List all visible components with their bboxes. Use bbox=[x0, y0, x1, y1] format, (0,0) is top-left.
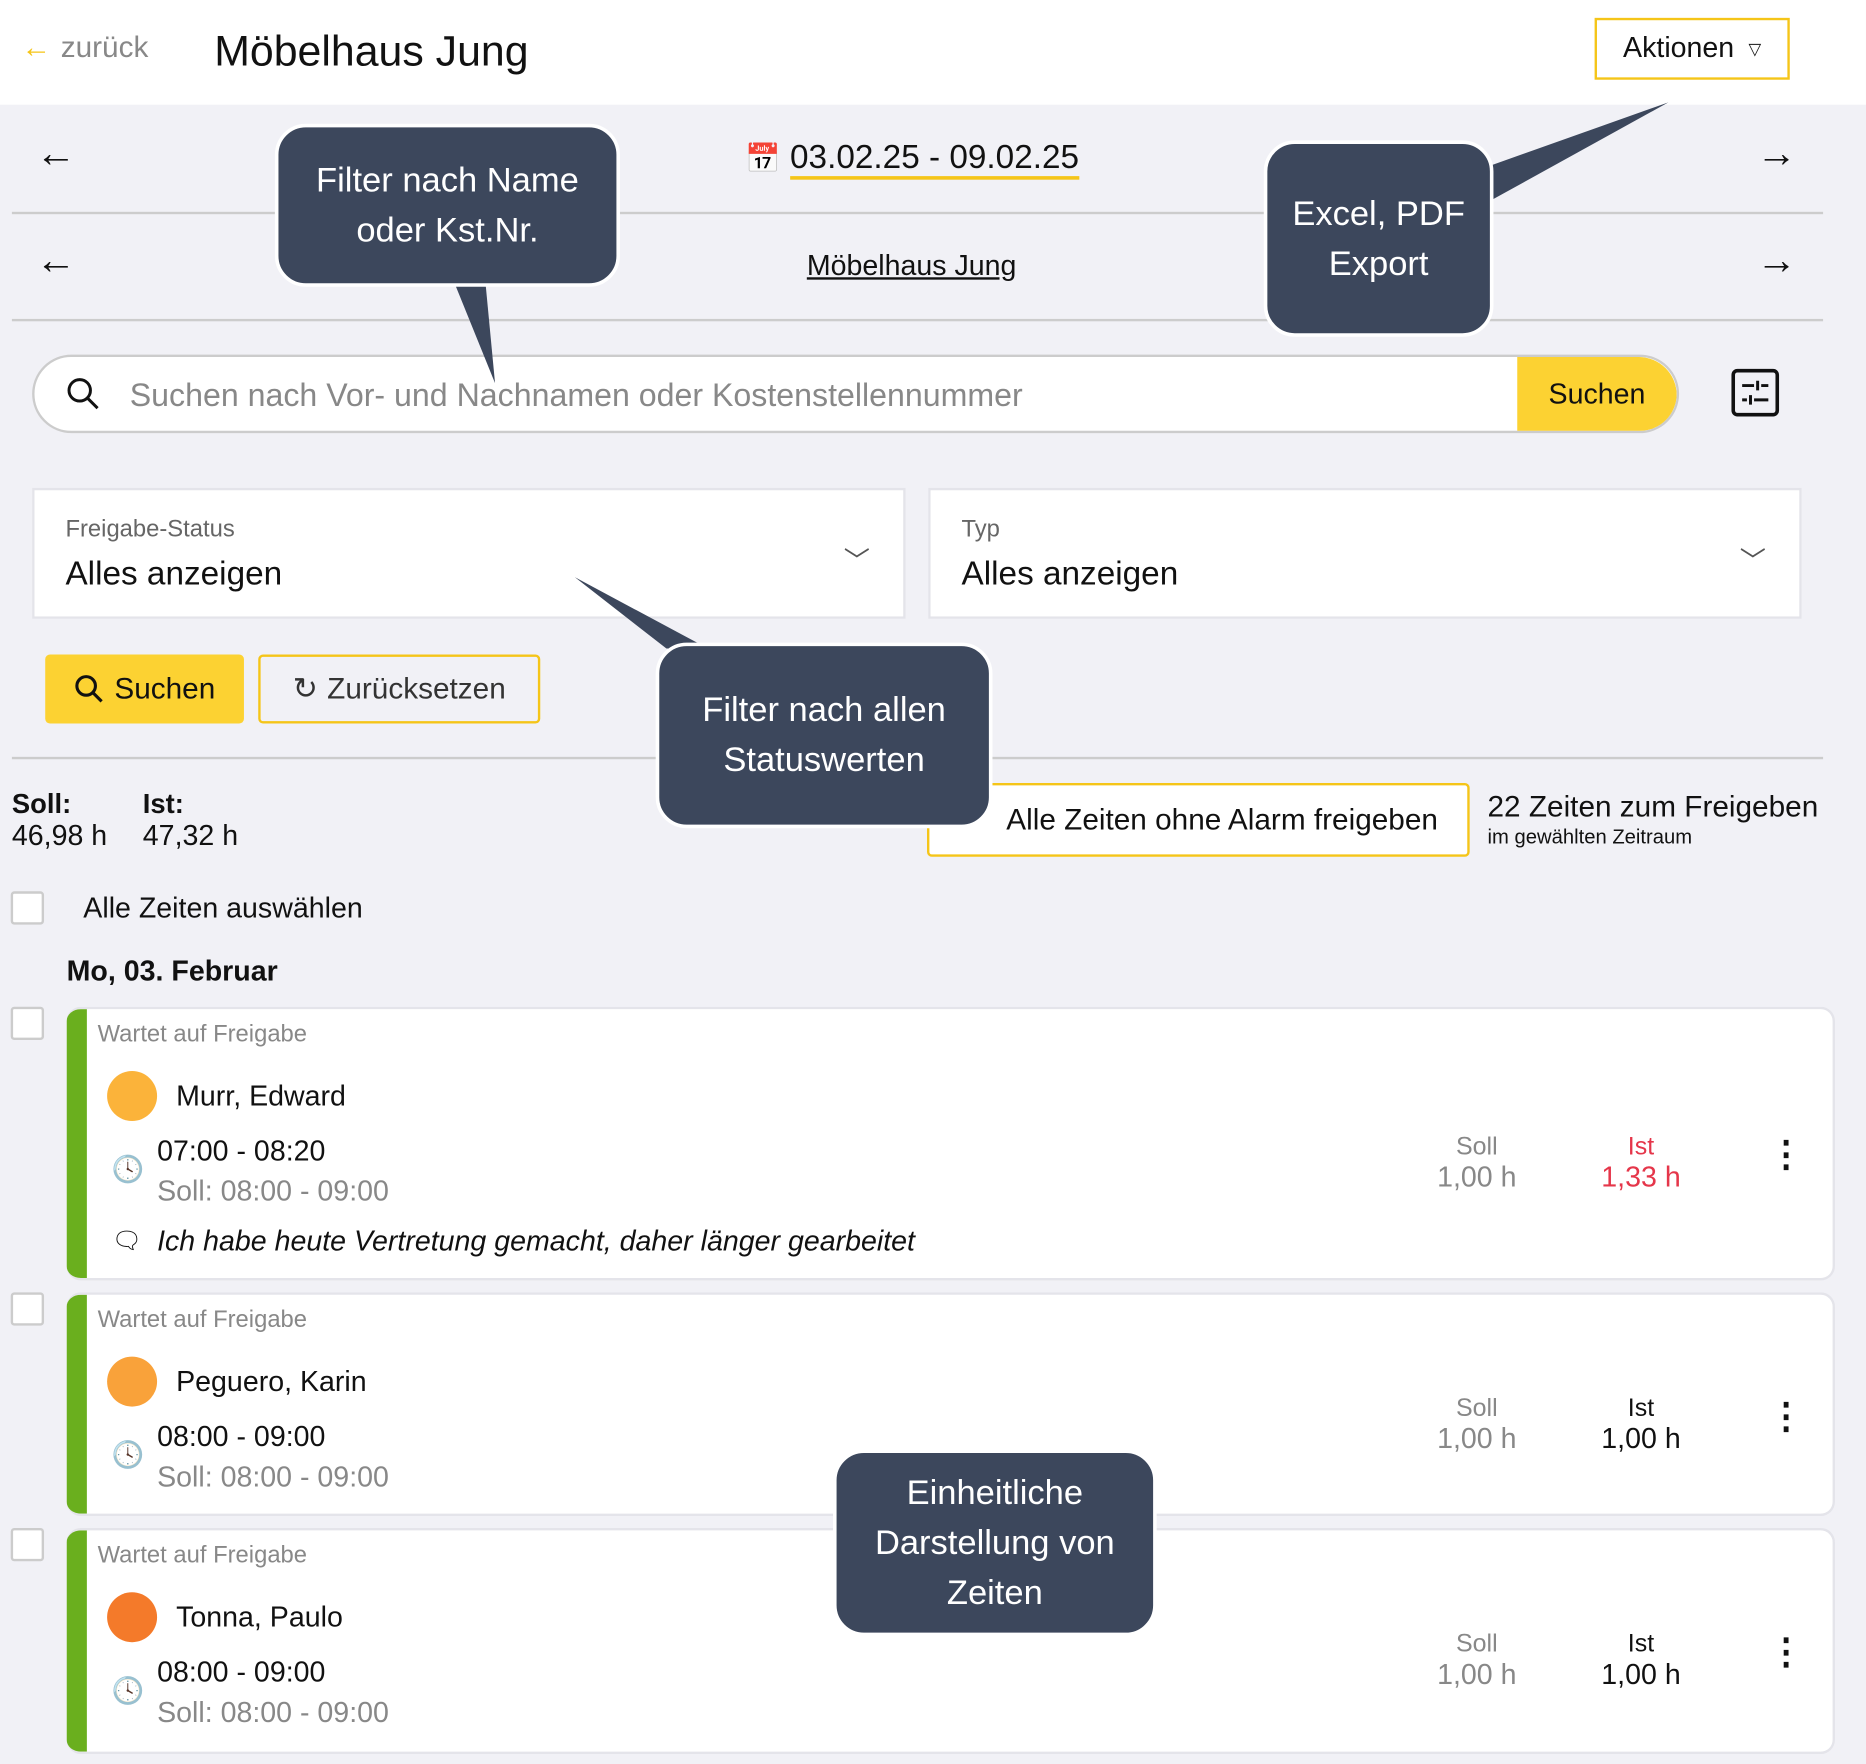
caret-down-icon: ▽ bbox=[1748, 38, 1762, 58]
soll-summary: Soll: 46,98 h bbox=[12, 788, 107, 853]
type-filter-label: Typ bbox=[961, 516, 1000, 543]
type-filter-select[interactable]: Typ Alles anzeigen ﹀ bbox=[928, 487, 1802, 619]
reset-label: Zurücksetzen bbox=[327, 671, 506, 706]
ist-value: 47,32 h bbox=[142, 819, 239, 853]
soll-label: Soll bbox=[1455, 1132, 1498, 1161]
callout-search: Filter nach Name oder Kst.Nr. bbox=[274, 123, 620, 287]
soll-value: 1,00 h bbox=[1437, 1161, 1517, 1194]
callout-tail-export bbox=[1487, 102, 1669, 203]
prev-week-arrow[interactable]: ← bbox=[35, 130, 77, 177]
entry-checkbox[interactable] bbox=[10, 1006, 45, 1041]
actual-time: 07:00 - 08:20 bbox=[157, 1135, 326, 1168]
employee-name: Peguero, Karin bbox=[176, 1366, 367, 1399]
status-bar bbox=[66, 1530, 87, 1752]
date-range-picker[interactable]: 📅 03.02.25 - 09.02.25 bbox=[744, 138, 1080, 180]
type-filter-value: Alles anzeigen bbox=[961, 554, 1179, 592]
top-bar bbox=[0, 0, 1866, 105]
ist-label: Ist bbox=[1627, 1132, 1655, 1161]
soll-label: Soll bbox=[1455, 1630, 1498, 1658]
refresh-icon: ↻ bbox=[292, 672, 318, 706]
pending-count-sub: im gewählten Zeitraum bbox=[1487, 825, 1693, 849]
select-all-checkbox[interactable] bbox=[10, 891, 45, 925]
planned-time: Soll: 08:00 - 09:00 bbox=[157, 1696, 389, 1730]
soll-label: Soll: bbox=[11, 787, 72, 819]
filter-settings-icon[interactable] bbox=[1731, 368, 1780, 417]
approve-all-button[interactable]: Alle Zeiten ohne Alarm freigeben bbox=[927, 783, 1470, 857]
search-bar: Suchen nach Vor- und Nachnamen oder Kost… bbox=[32, 354, 1680, 434]
employee-name: Murr, Edward bbox=[176, 1080, 346, 1113]
clock-icon: 🕓 bbox=[111, 1154, 145, 1185]
search-input[interactable]: Suchen nach Vor- und Nachnamen oder Kost… bbox=[129, 377, 1023, 413]
callout-status: Filter nach allen Statuswerten bbox=[655, 642, 993, 829]
actual-time: 08:00 - 09:00 bbox=[157, 1420, 326, 1453]
back-label: zurück bbox=[60, 30, 149, 65]
soll-value: 46,98 h bbox=[11, 819, 108, 853]
chevron-down-icon: ﹀ bbox=[843, 546, 870, 576]
ist-value: 1,00 h bbox=[1601, 1423, 1681, 1456]
comment-icon: 🗨 bbox=[111, 1228, 143, 1255]
page-title: Möbelhaus Jung bbox=[214, 26, 529, 75]
filter-search-label: Suchen bbox=[114, 671, 216, 706]
actions-dropdown[interactable]: Aktionen ▽ bbox=[1594, 17, 1790, 80]
callout-tail-status bbox=[574, 577, 709, 649]
entry-checkbox[interactable] bbox=[10, 1527, 45, 1562]
avatar bbox=[107, 1356, 158, 1407]
avatar bbox=[107, 1071, 158, 1121]
search-icon bbox=[67, 378, 99, 410]
entry-status: Wartet auf Freigabe bbox=[97, 1542, 308, 1569]
status-filter-value: Alles anzeigen bbox=[65, 554, 283, 592]
clock-icon: 🕓 bbox=[111, 1439, 145, 1470]
calendar-icon: 📅 bbox=[744, 142, 781, 175]
back-link[interactable]: ← zurück bbox=[21, 31, 148, 66]
status-filter-select[interactable]: Freigabe-Status Alles anzeigen ﹀ bbox=[32, 487, 906, 619]
chevron-down-icon: ﹀ bbox=[1739, 546, 1766, 576]
search-submit-button[interactable]: Suchen bbox=[1517, 357, 1677, 431]
callout-display: Einheitliche Darstellung von Zeiten bbox=[833, 1449, 1157, 1637]
entry-status: Wartet auf Freigabe bbox=[97, 1021, 308, 1048]
divider bbox=[11, 318, 1824, 322]
clock-icon: 🕓 bbox=[111, 1675, 145, 1706]
date-range: 03.02.25 - 09.02.25 bbox=[790, 138, 1080, 180]
pending-count: 22 Zeiten zum Freigeben bbox=[1487, 790, 1819, 824]
entry-note: Ich habe heute Vertretung gemacht, daher… bbox=[157, 1225, 915, 1258]
next-company-arrow[interactable]: → bbox=[1756, 238, 1797, 284]
ist-label: Ist bbox=[1627, 1394, 1655, 1423]
ist-value: 1,00 h bbox=[1601, 1658, 1681, 1691]
avatar bbox=[107, 1592, 158, 1643]
employee-name: Tonna, Paulo bbox=[176, 1601, 343, 1634]
actual-time: 08:00 - 09:00 bbox=[157, 1656, 326, 1689]
divider bbox=[11, 211, 1824, 215]
soll-value: 1,00 h bbox=[1437, 1658, 1517, 1691]
soll-value: 1,00 h bbox=[1437, 1423, 1517, 1456]
next-week-arrow[interactable]: → bbox=[1756, 130, 1797, 177]
ist-value: 1,33 h bbox=[1601, 1161, 1681, 1194]
day-header: Mo, 03. Februar bbox=[66, 955, 278, 988]
status-bar bbox=[66, 1009, 87, 1279]
soll-label: Soll bbox=[1455, 1394, 1498, 1423]
entry-checkbox[interactable] bbox=[10, 1292, 45, 1326]
search-icon bbox=[75, 675, 103, 703]
arrow-left-icon: ← bbox=[21, 30, 52, 65]
time-entry-card[interactable]: Wartet auf Freigabe Murr, Edward 🕓 07:00… bbox=[66, 1006, 1835, 1281]
entry-status: Wartet auf Freigabe bbox=[97, 1306, 308, 1333]
prev-company-arrow[interactable]: ← bbox=[35, 238, 77, 284]
actions-label: Aktionen bbox=[1623, 32, 1735, 65]
select-all-label: Alle Zeiten auswählen bbox=[83, 892, 363, 925]
callout-export: Excel, PDF Export bbox=[1263, 140, 1494, 337]
company-link[interactable]: Möbelhaus Jung bbox=[806, 249, 1017, 283]
ist-label: Ist: bbox=[142, 787, 184, 819]
time-entry-card[interactable]: Wartet auf Freigabe Peguero, Karin 🕓 08:… bbox=[66, 1292, 1835, 1517]
ist-label: Ist bbox=[1627, 1630, 1655, 1658]
reset-button[interactable]: ↻ Zurücksetzen bbox=[258, 654, 541, 724]
planned-time: Soll: 08:00 - 09:00 bbox=[157, 1175, 389, 1208]
callout-tail-search bbox=[454, 283, 496, 384]
ist-summary: Ist: 47,32 h bbox=[143, 788, 238, 853]
filter-search-button[interactable]: Suchen bbox=[45, 654, 244, 724]
status-bar bbox=[66, 1294, 87, 1514]
status-filter-label: Freigabe-Status bbox=[65, 516, 235, 543]
planned-time: Soll: 08:00 - 09:00 bbox=[157, 1461, 389, 1494]
